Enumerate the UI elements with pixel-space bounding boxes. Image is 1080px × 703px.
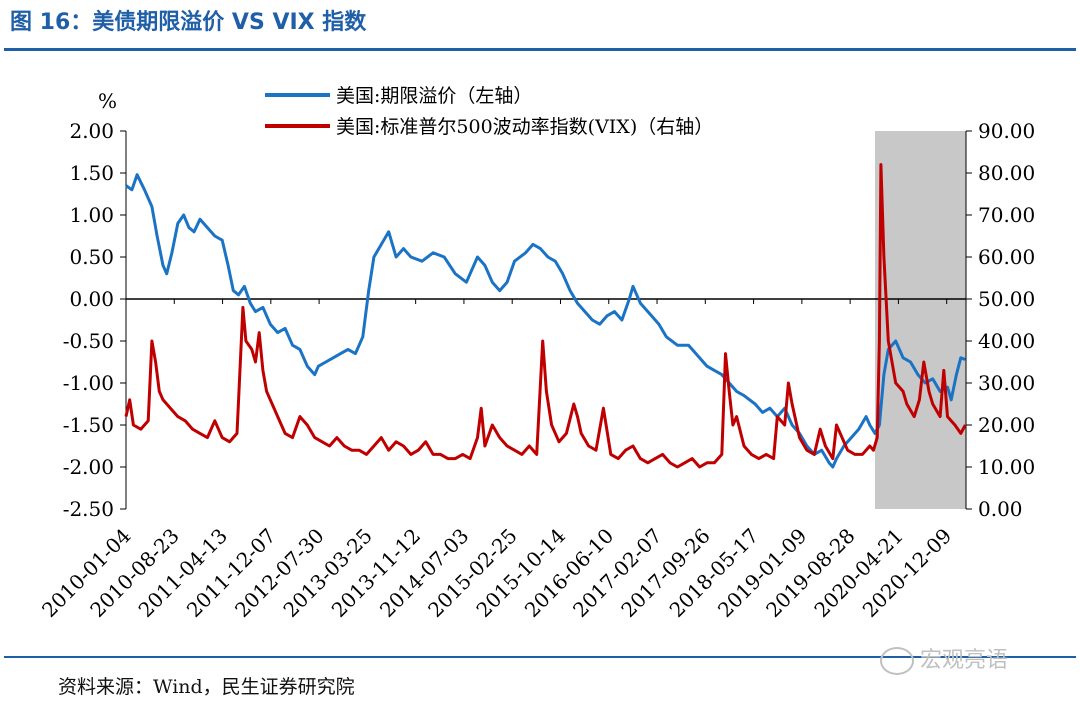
right-tick-label: 40.00 — [978, 329, 1035, 353]
right-tick-label: 0.00 — [978, 497, 1023, 521]
left-tick-label: 2.00 — [69, 119, 114, 143]
right-tick-label: 10.00 — [978, 455, 1035, 479]
left-axis: 2.00 1.50 1.00 0.50 0.00 -0.50 -1.00 -1.50 -2.00… — [63, 119, 127, 521]
chart: 2.00 1.50 1.00 0.50 0.00 -0.50 -1.00 -1.50 -2.00… — [37, 85, 1035, 622]
left-tick-label: -1.00 — [63, 371, 114, 395]
shaded-region — [874, 131, 966, 509]
left-tick-label: -1.50 — [63, 413, 114, 437]
source-note: 资料来源：Wind，民生证券研究院 — [58, 676, 355, 698]
footer-rule — [4, 656, 1076, 658]
legend: 美国:期限溢价（左轴） 美国:标准普尔500波动率指数(VIX)（右轴） — [265, 85, 713, 138]
wechat-watermark: 宏观亮语 — [880, 642, 1008, 675]
legend-label: 美国:标准普尔500波动率指数(VIX)（右轴） — [336, 116, 713, 138]
left-tick-label: 0.50 — [69, 245, 114, 269]
wechat-icon — [880, 647, 914, 675]
right-tick-label: 60.00 — [978, 245, 1035, 269]
title-rule — [4, 48, 1076, 51]
left-tick-label: -0.50 — [63, 329, 114, 353]
right-tick-label: 50.00 — [978, 287, 1035, 311]
vix-line — [124, 163, 967, 469]
left-tick-label: 1.00 — [69, 203, 114, 227]
right-tick-label: 70.00 — [978, 203, 1035, 227]
figure-title: 图 16：美债期限溢价 VS VIX 指数 — [10, 10, 367, 35]
left-tick-label: -2.00 — [63, 455, 114, 479]
series-layer — [124, 163, 967, 469]
left-tick-label: 0.00 — [69, 287, 114, 311]
watermark-text: 宏观亮语 — [920, 648, 1009, 673]
x-axis: 2010-01-042010-08-232011-04-132011-12-07… — [37, 298, 966, 622]
right-tick-label: 20.00 — [978, 413, 1035, 437]
right-tick-label: 80.00 — [978, 161, 1035, 185]
unit-label: % — [98, 89, 117, 113]
left-tick-label: 1.50 — [69, 161, 114, 185]
term-premium-line — [125, 173, 966, 469]
right-tick-label: 30.00 — [978, 371, 1035, 395]
right-tick-label: 90.00 — [978, 119, 1035, 143]
legend-label: 美国:期限溢价（左轴） — [336, 85, 532, 107]
right-axis: 90.00 80.00 70.00 60.00 50.00 40.00 30.00 20.00… — [965, 119, 1035, 521]
left-tick-label: -2.50 — [63, 497, 114, 521]
